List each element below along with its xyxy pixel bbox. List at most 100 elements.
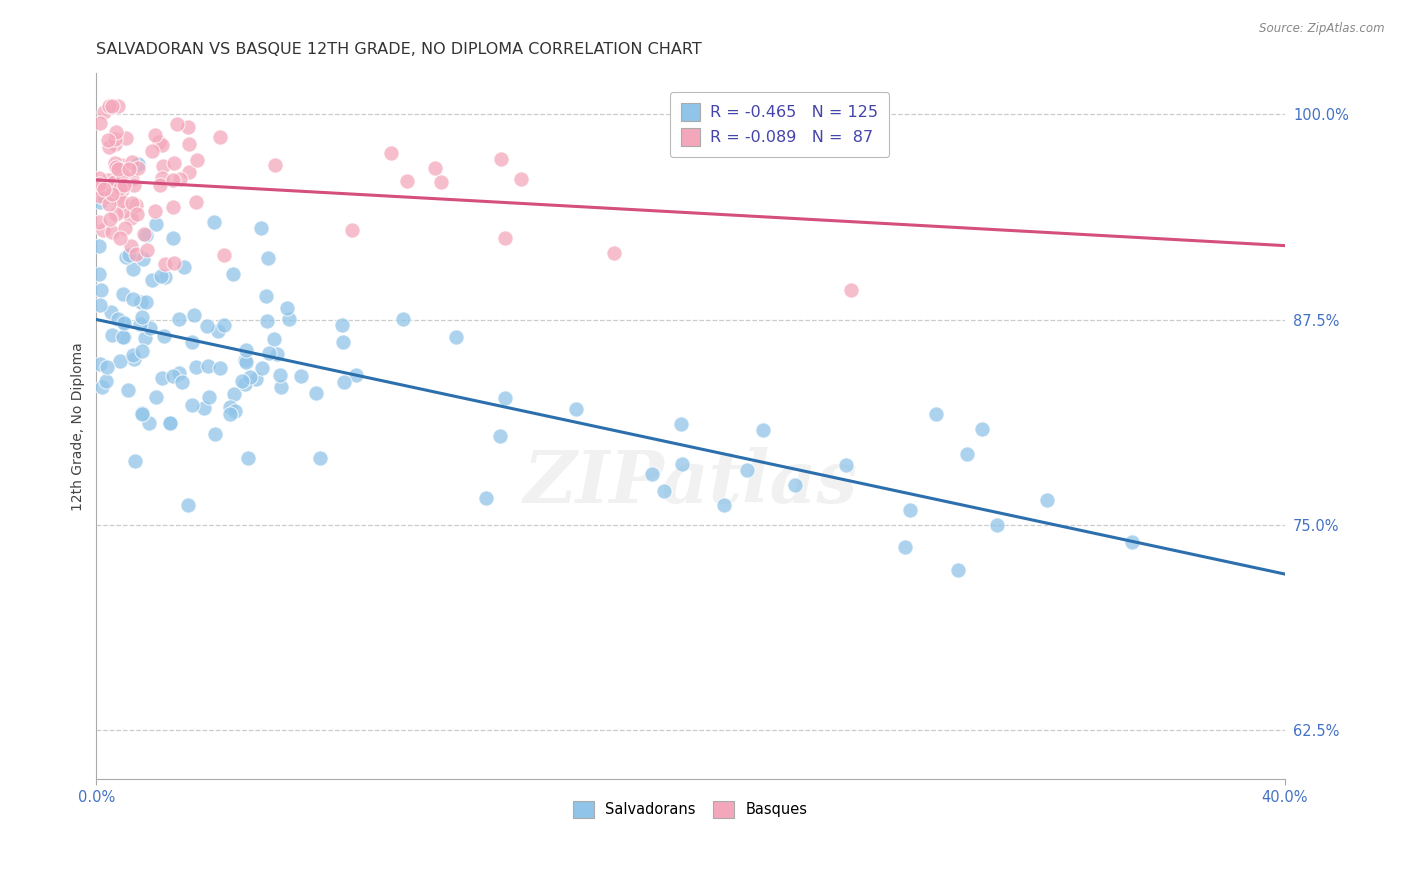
- Point: [252, 361, 274, 376]
- Point: [138, 417, 160, 431]
- Point: [131, 405, 153, 419]
- Point: [125, 247, 148, 261]
- Point: [152, 159, 174, 173]
- Point: [122, 351, 145, 366]
- Point: [104, 132, 127, 146]
- Point: [111, 167, 134, 181]
- Point: [103, 175, 125, 189]
- Point: [101, 99, 124, 113]
- Point: [494, 391, 516, 405]
- Point: [153, 329, 176, 343]
- Point: [173, 260, 195, 274]
- Point: [112, 204, 135, 219]
- Point: [652, 484, 675, 499]
- Point: [117, 383, 139, 397]
- Point: [180, 398, 202, 412]
- Point: [90, 185, 112, 199]
- Point: [162, 200, 184, 214]
- Point: [233, 376, 256, 391]
- Point: [197, 359, 219, 373]
- Point: [89, 215, 111, 229]
- Point: [181, 334, 204, 349]
- Point: [195, 319, 218, 334]
- Point: [120, 211, 142, 226]
- Point: [212, 318, 235, 332]
- Point: [429, 175, 451, 189]
- Point: [89, 182, 111, 196]
- Point: [101, 225, 124, 239]
- Point: [112, 316, 135, 330]
- Legend: Salvadorans, Basques: Salvadorans, Basques: [567, 794, 815, 825]
- Point: [127, 161, 149, 176]
- Point: [166, 117, 188, 131]
- Point: [104, 156, 127, 170]
- Point: [222, 267, 245, 281]
- Point: [835, 458, 858, 473]
- Point: [245, 372, 267, 386]
- Point: [235, 352, 257, 367]
- Point: [111, 183, 134, 197]
- Point: [91, 380, 114, 394]
- Point: [169, 172, 191, 186]
- Point: [972, 422, 994, 436]
- Point: [112, 178, 135, 193]
- Point: [89, 116, 111, 130]
- Point: [177, 137, 200, 152]
- Point: [107, 99, 129, 113]
- Point: [134, 330, 156, 344]
- Point: [713, 498, 735, 512]
- Point: [125, 198, 148, 212]
- Point: [107, 161, 129, 176]
- Point: [89, 267, 111, 281]
- Point: [254, 289, 277, 303]
- Point: [208, 129, 231, 144]
- Point: [135, 243, 157, 257]
- Point: [202, 215, 225, 229]
- Point: [257, 251, 280, 265]
- Point: [100, 186, 122, 201]
- Point: [91, 223, 114, 237]
- Point: [150, 170, 173, 185]
- Point: [90, 283, 112, 297]
- Point: [97, 173, 120, 187]
- Point: [491, 152, 513, 166]
- Point: [186, 153, 208, 167]
- Point: [93, 105, 115, 120]
- Point: [131, 407, 153, 421]
- Point: [489, 429, 512, 443]
- Point: [986, 517, 1008, 532]
- Point: [290, 369, 312, 384]
- Point: [444, 330, 467, 344]
- Point: [204, 426, 226, 441]
- Point: [671, 417, 693, 431]
- Point: [93, 190, 115, 204]
- Point: [1036, 493, 1059, 508]
- Point: [474, 491, 496, 505]
- Point: [236, 450, 259, 465]
- Point: [264, 158, 287, 172]
- Point: [159, 416, 181, 430]
- Point: [333, 376, 356, 390]
- Point: [89, 188, 111, 202]
- Point: [956, 446, 979, 460]
- Point: [380, 145, 402, 160]
- Point: [207, 324, 229, 338]
- Point: [118, 248, 141, 262]
- Point: [89, 171, 111, 186]
- Point: [121, 155, 143, 169]
- Point: [100, 305, 122, 319]
- Point: [239, 369, 262, 384]
- Point: [148, 135, 170, 149]
- Point: [105, 191, 128, 205]
- Point: [224, 403, 246, 417]
- Point: [640, 467, 662, 482]
- Point: [143, 128, 166, 143]
- Point: [332, 335, 354, 350]
- Point: [235, 343, 257, 358]
- Point: [150, 371, 173, 385]
- Point: [153, 257, 176, 271]
- Point: [266, 347, 288, 361]
- Point: [100, 328, 122, 343]
- Point: [103, 137, 125, 152]
- Point: [183, 308, 205, 322]
